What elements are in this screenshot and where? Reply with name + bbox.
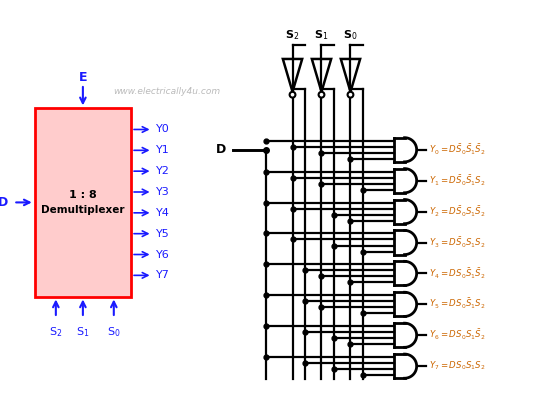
Text: Y5: Y5 [156, 229, 170, 239]
Text: Y3: Y3 [156, 187, 170, 197]
Text: Y6: Y6 [156, 250, 170, 260]
Text: $\mathit{Y_6=DS_0S_1\bar{S}_2}$: $\mathit{Y_6=DS_0S_1\bar{S}_2}$ [429, 328, 486, 342]
Polygon shape [283, 59, 302, 92]
FancyBboxPatch shape [34, 108, 131, 297]
Text: S$_{2}$: S$_{2}$ [286, 28, 300, 42]
Text: D: D [0, 196, 9, 209]
Text: 1 : 8: 1 : 8 [69, 190, 97, 200]
Text: S$_{1}$: S$_{1}$ [76, 326, 90, 339]
Text: Y1: Y1 [156, 145, 170, 155]
Text: E: E [79, 71, 87, 84]
Text: $\mathit{Y_3=D\bar{S}_0S_1S_2}$: $\mathit{Y_3=D\bar{S}_0S_1S_2}$ [429, 235, 486, 250]
Text: $\mathit{Y_5=DS_0\bar{S}_1S_2}$: $\mathit{Y_5=DS_0\bar{S}_1S_2}$ [429, 297, 486, 312]
Text: S$_{2}$: S$_{2}$ [49, 326, 62, 339]
Text: $\mathit{Y_2=D\bar{S}_0S_1\bar{S}_2}$: $\mathit{Y_2=D\bar{S}_0S_1\bar{S}_2}$ [429, 204, 486, 219]
Text: Y4: Y4 [156, 208, 170, 218]
Text: $\mathit{Y_7=DS_0S_1S_2}$: $\mathit{Y_7=DS_0S_1S_2}$ [429, 360, 486, 372]
Polygon shape [341, 59, 360, 92]
Text: Y2: Y2 [156, 166, 170, 176]
Text: S$_{0}$: S$_{0}$ [107, 326, 120, 339]
Text: $\mathit{Y_0=D\bar{S}_0\bar{S}_1\bar{S}_2}$: $\mathit{Y_0=D\bar{S}_0\bar{S}_1\bar{S}_… [429, 143, 486, 157]
Text: Demultiplexer: Demultiplexer [41, 205, 125, 215]
Text: Y0: Y0 [156, 124, 170, 134]
Text: $\mathit{Y_4=DS_0\bar{S}_1\bar{S}_2}$: $\mathit{Y_4=DS_0\bar{S}_1\bar{S}_2}$ [429, 266, 486, 280]
Text: S$_{0}$: S$_{0}$ [343, 28, 358, 42]
Text: D: D [216, 143, 226, 156]
Text: S$_{1}$: S$_{1}$ [315, 28, 329, 42]
Text: $\mathit{Y_1=D\bar{S}_0\bar{S}_1S_2}$: $\mathit{Y_1=D\bar{S}_0\bar{S}_1S_2}$ [429, 174, 486, 188]
Text: www.electrically4u.com: www.electrically4u.com [113, 87, 220, 96]
Polygon shape [312, 59, 331, 92]
Text: Y7: Y7 [156, 270, 170, 280]
